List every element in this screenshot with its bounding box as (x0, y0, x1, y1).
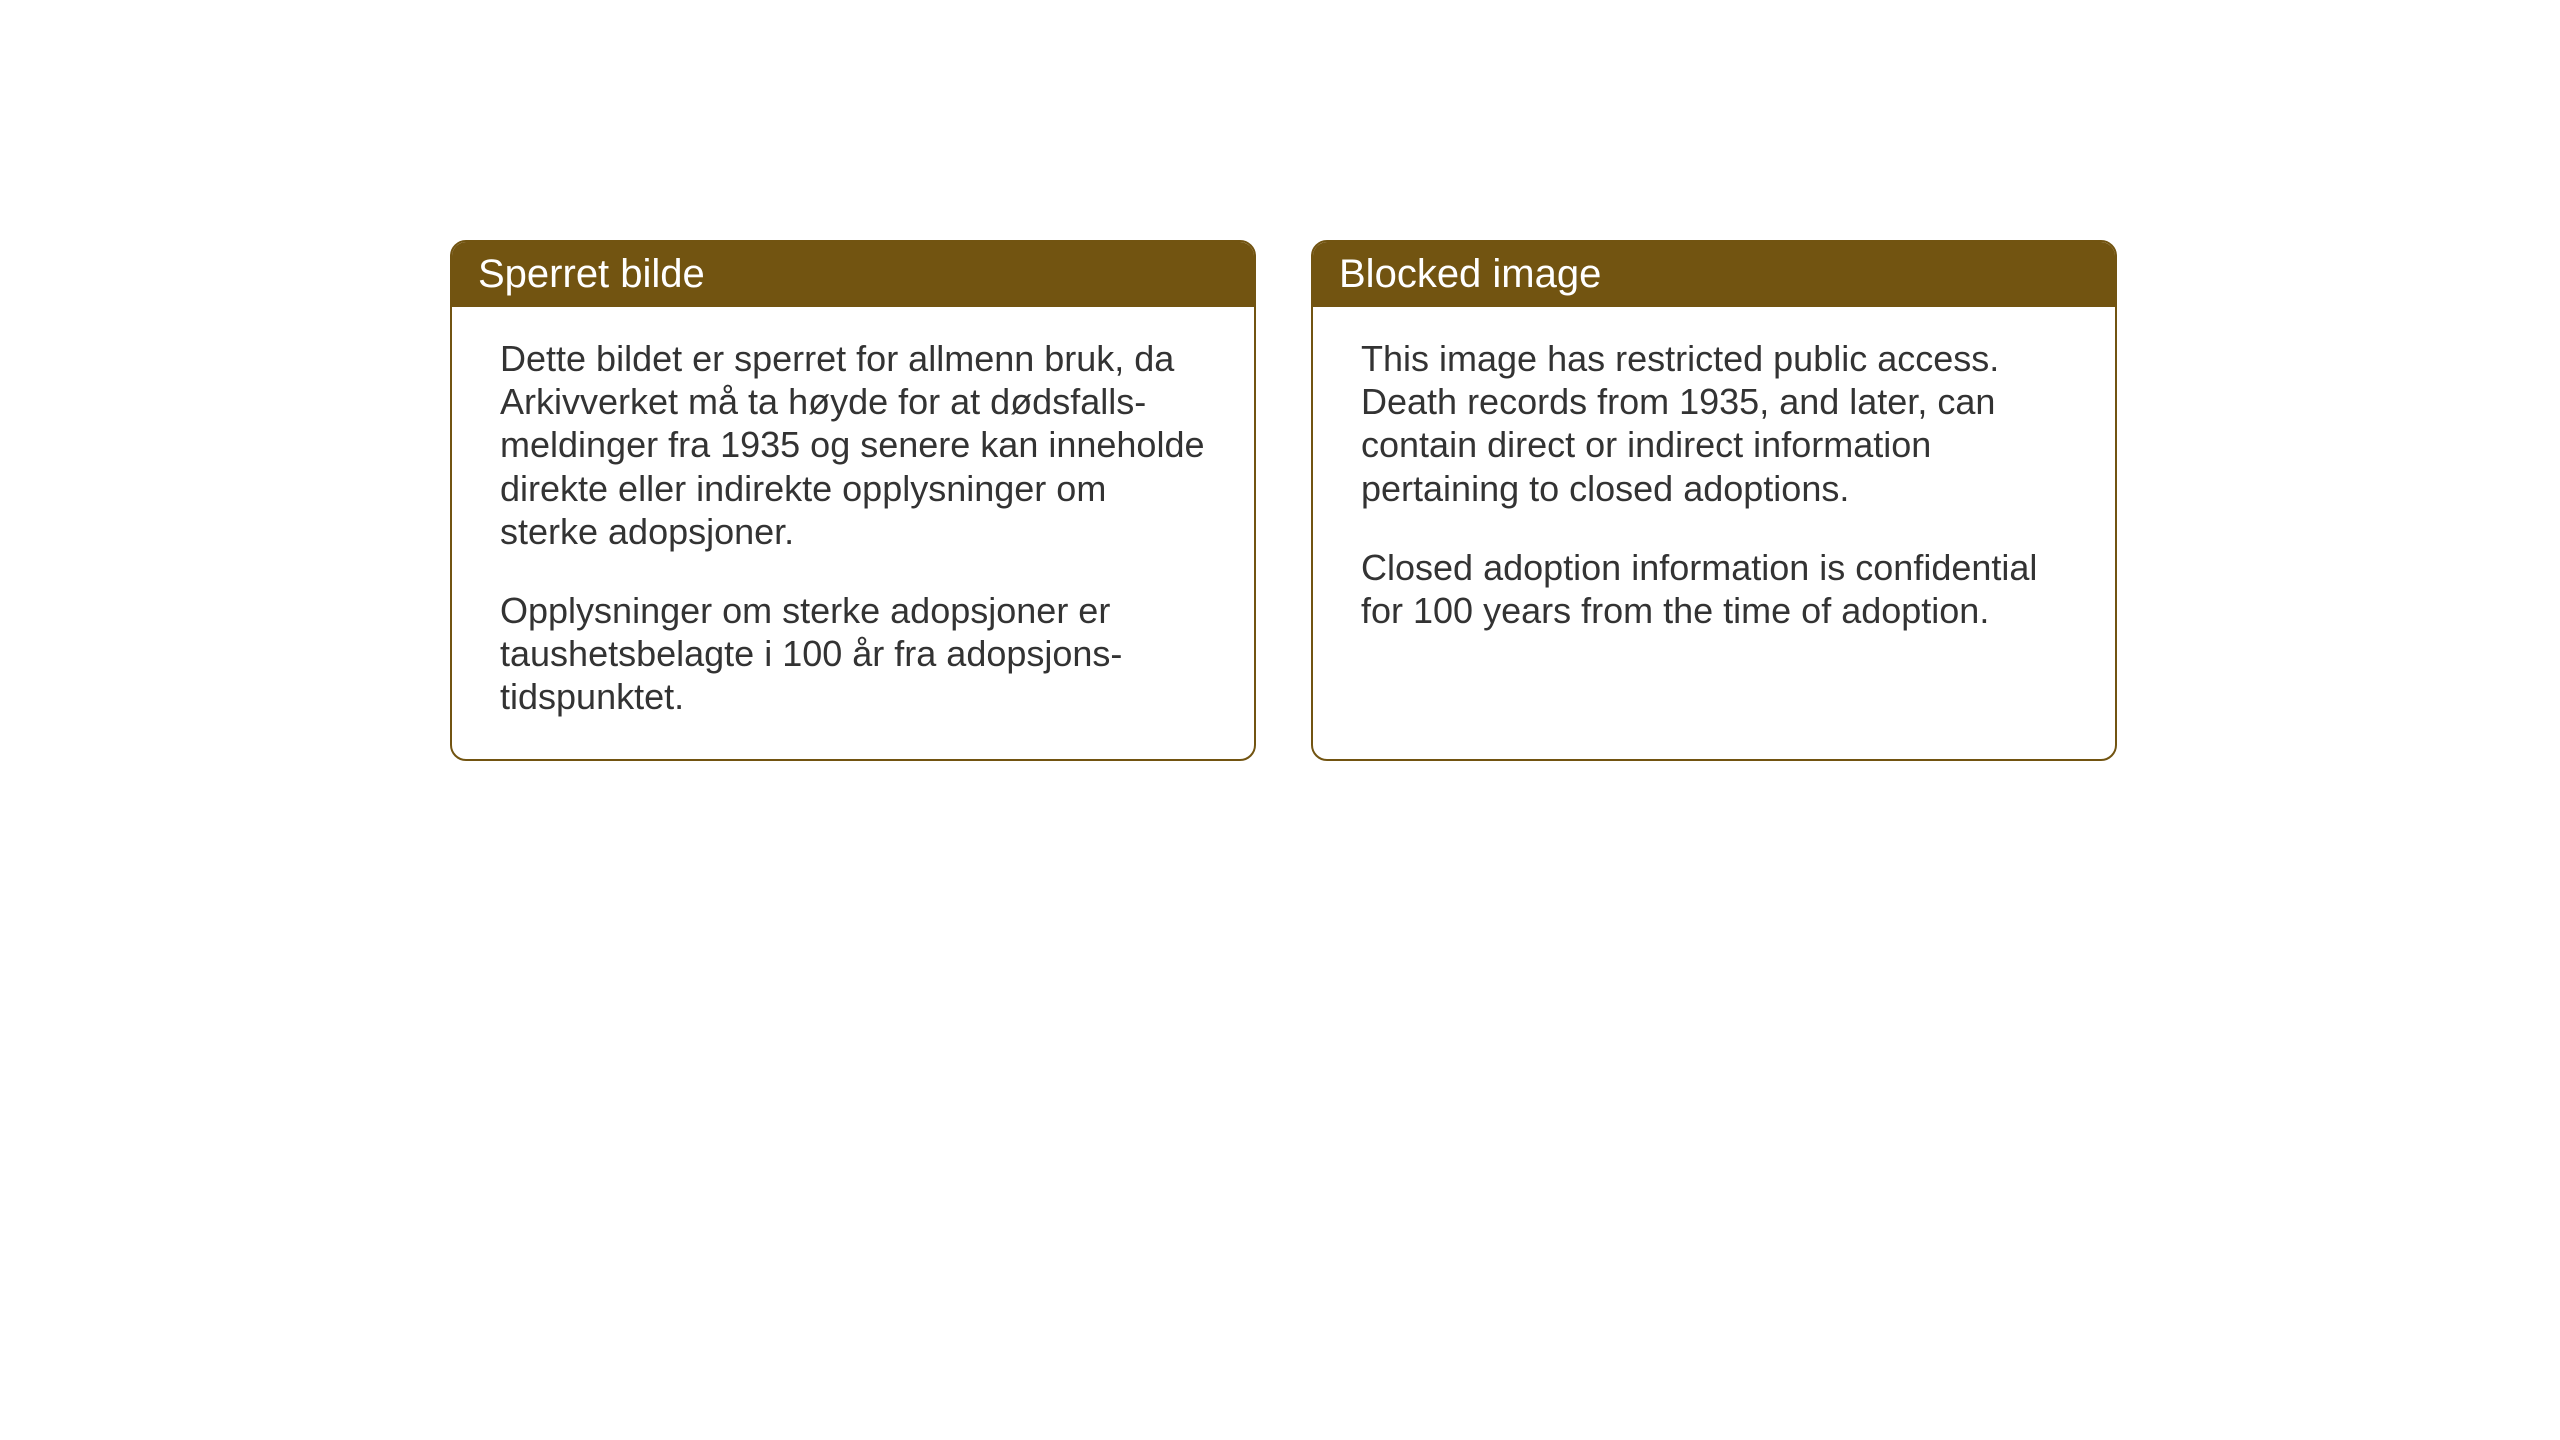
paragraph-norwegian-1: Dette bildet er sperret for allmenn bruk… (500, 337, 1206, 553)
paragraph-english-1: This image has restricted public access.… (1361, 337, 2067, 510)
paragraph-norwegian-2: Opplysninger om sterke adopsjoner er tau… (500, 589, 1206, 719)
card-title-english: Blocked image (1339, 252, 1601, 296)
paragraph-english-2: Closed adoption information is confident… (1361, 546, 2067, 632)
notice-card-english: Blocked image This image has restricted … (1311, 240, 2117, 761)
notice-card-norwegian: Sperret bilde Dette bildet er sperret fo… (450, 240, 1256, 761)
card-title-norwegian: Sperret bilde (478, 252, 705, 296)
card-body-norwegian: Dette bildet er sperret for allmenn bruk… (452, 307, 1254, 759)
card-header-norwegian: Sperret bilde (452, 242, 1254, 307)
notice-container: Sperret bilde Dette bildet er sperret fo… (450, 240, 2117, 761)
card-body-english: This image has restricted public access.… (1313, 307, 2115, 672)
card-header-english: Blocked image (1313, 242, 2115, 307)
